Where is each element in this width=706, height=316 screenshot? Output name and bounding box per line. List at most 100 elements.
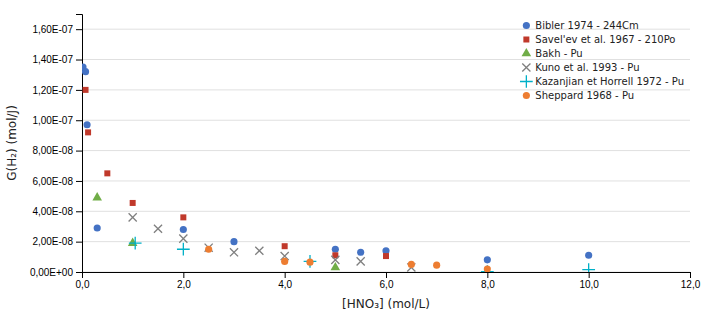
tick-mark (76, 211, 82, 212)
legend-symbol (523, 92, 530, 99)
tick: 6,00E-08 (32, 176, 82, 187)
tick-label: 2,00E-08 (32, 236, 73, 247)
point (85, 129, 91, 135)
legend-item: Kuno et al. 1993 - Pu (522, 62, 639, 73)
point (230, 248, 238, 256)
point (180, 214, 186, 220)
x-axis-title: [HNO₃] (mol/L) (342, 297, 430, 311)
point (481, 265, 494, 272)
point (281, 258, 288, 265)
point (484, 256, 491, 263)
point (484, 265, 491, 272)
tick: 0,0 (76, 272, 90, 290)
grid-line (82, 211, 690, 212)
tick-label: 1,20E-07 (32, 85, 73, 96)
point (129, 237, 142, 250)
axis-line (76, 15, 83, 273)
tick-label: 8,0 (481, 279, 495, 290)
point (180, 226, 187, 233)
tick-label: 2,0 (177, 279, 191, 290)
grid-line (82, 241, 690, 242)
point (128, 238, 138, 246)
point (130, 200, 136, 206)
legend-item: Kazanjian et Horrell 1972 - Pu (520, 75, 684, 88)
legend-label: Bibler 1974 - 244Cm (535, 20, 638, 31)
point (304, 255, 317, 268)
point (92, 192, 102, 200)
tick-mark (76, 29, 82, 30)
tick-mark (76, 90, 82, 91)
legend-label: Bakh - Pu (535, 48, 582, 59)
tick: 4,0 (278, 272, 292, 290)
tick-mark (487, 272, 488, 278)
point (357, 257, 365, 265)
point (205, 246, 212, 253)
series (129, 237, 595, 272)
grid-line (82, 150, 690, 151)
legend-symbol (523, 37, 529, 43)
tick: 2,00E-08 (32, 236, 82, 247)
point (332, 246, 339, 253)
point (83, 87, 89, 93)
tick-mark (285, 272, 286, 278)
tick-mark (76, 60, 82, 61)
point (104, 170, 110, 176)
legend-label: Savel'ev et al. 1967 - 210Po (535, 34, 675, 45)
legend-item: Bibler 1974 - 244Cm (523, 20, 639, 31)
legend-symbol (522, 48, 532, 56)
tick-mark (76, 272, 82, 273)
tick-mark (183, 272, 184, 278)
tick-mark (589, 272, 590, 278)
tick-mark (76, 120, 82, 121)
grid (82, 29, 690, 272)
legend-label: Kazanjian et Horrell 1972 - Pu (535, 76, 684, 87)
tick-label: 0,0 (76, 279, 90, 290)
legend: Bibler 1974 - 244Cm Savel'ev et al. 1967 … (520, 20, 684, 101)
tick: 1,20E-07 (32, 85, 82, 96)
tick: 10,0 (579, 272, 599, 290)
point (357, 249, 364, 256)
plot: 0,0 2,0 4,0 6,0 8,0 10,0 12,0 0,00E+00 2,00E-08 4… (30, 15, 701, 291)
point (255, 247, 263, 255)
point (282, 243, 288, 249)
legend-symbol (522, 63, 530, 71)
legend-item: Sheppard 1968 - Pu (523, 90, 634, 101)
tick-label: 6,0 (380, 279, 394, 290)
tick: 8,00E-08 (32, 145, 82, 156)
tick-mark (76, 151, 82, 152)
series (82, 64, 592, 264)
axis-line (83, 273, 691, 279)
point (129, 213, 137, 221)
tick-label: 4,00E-08 (32, 206, 73, 217)
grid-line (82, 59, 690, 60)
point (230, 238, 237, 245)
tick-label: 0,00E+00 (30, 267, 74, 278)
legend-item: Savel'ev et al. 1967 - 210Po (523, 34, 675, 45)
point (383, 253, 389, 259)
point (83, 121, 90, 128)
points (82, 64, 595, 272)
tick-label: 8,00E-08 (32, 145, 73, 156)
legend-symbol (523, 22, 530, 29)
y-axis: 0,00E+00 2,00E-08 4,00E-08 6,00E-08 8,00E-08… (30, 15, 83, 278)
tick-mark (386, 272, 387, 278)
legend-label: Kuno et al. 1993 - Pu (535, 62, 639, 73)
tick-mark (76, 242, 82, 243)
tick-mark (690, 272, 691, 278)
tick-label: 10,0 (579, 279, 599, 290)
grid-line (82, 120, 690, 121)
tick-label: 1,00E-07 (32, 115, 73, 126)
chart: 0,0 2,0 4,0 6,0 8,0 10,0 12,0 0,00E+00 2,00E-08 4… (0, 0, 706, 316)
legend-item: Bakh - Pu (522, 48, 583, 59)
x-axis: 0,0 2,0 4,0 6,0 8,0 10,0 12,0 (76, 272, 701, 290)
tick: 1,40E-07 (32, 54, 82, 65)
tick: 2,0 (177, 272, 191, 290)
tick-label: 12,0 (681, 279, 701, 290)
point (179, 235, 187, 243)
series (92, 192, 340, 270)
tick-label: 4,0 (278, 279, 292, 290)
tick: 4,00E-08 (32, 206, 82, 217)
point (306, 259, 313, 266)
tick-label: 1,40E-07 (32, 54, 73, 65)
point (582, 263, 595, 272)
